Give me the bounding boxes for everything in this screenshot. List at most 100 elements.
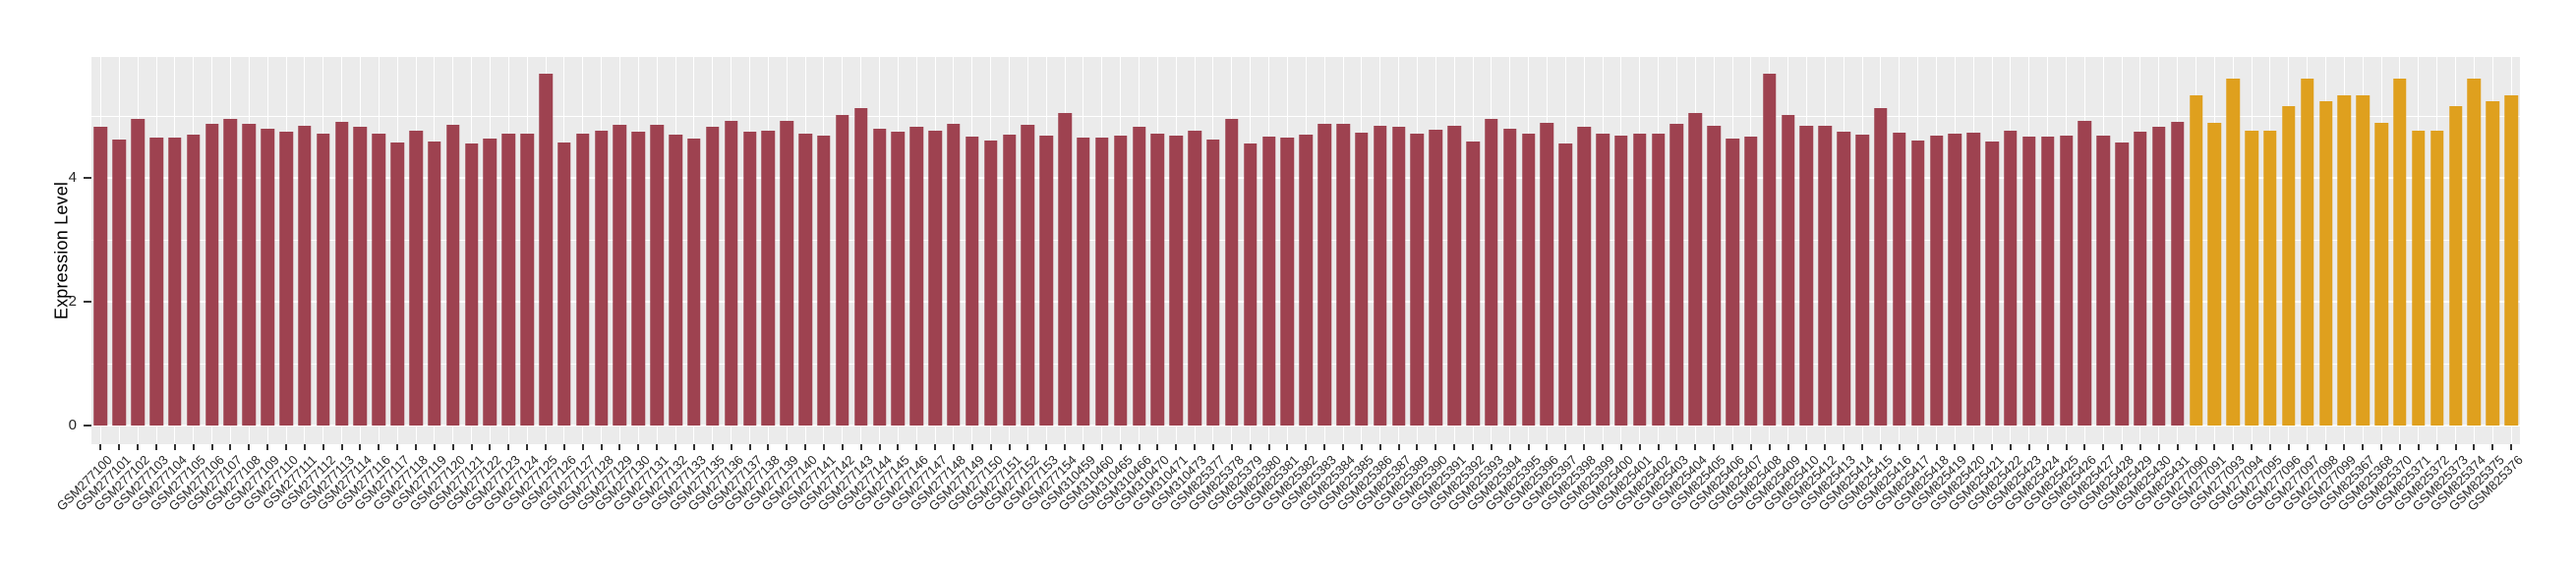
bar-GSM277143 xyxy=(853,108,868,426)
x-tick-mark xyxy=(322,444,324,450)
bar-slot-GSM825426: GSM825426 xyxy=(2038,57,2099,514)
x-tick-mark xyxy=(1156,444,1159,450)
x-tick-mark xyxy=(841,444,844,450)
bar-slot-GSM277102: GSM277102 xyxy=(91,57,152,514)
bar-slot-GSM825387: GSM825387 xyxy=(1352,57,1413,514)
bar-slot-GSM825377: GSM825377 xyxy=(1167,57,1228,514)
bar-slot-GSM277109: GSM277109 xyxy=(221,57,282,514)
bar-GSM277095 xyxy=(2263,131,2277,426)
bar-GSM825377 xyxy=(1206,139,1220,426)
x-tick-mark xyxy=(618,444,621,450)
x-tick-mark xyxy=(934,444,937,450)
x-tick-mark xyxy=(1768,444,1771,450)
bar-slot-GSM277110: GSM277110 xyxy=(240,57,301,513)
x-tick-mark xyxy=(1100,444,1103,450)
bar-GSM277113 xyxy=(334,122,349,426)
x-tick-mark xyxy=(2324,444,2327,450)
bar-slot-GSM277142: GSM277142 xyxy=(795,57,857,514)
x-tick-mark xyxy=(1026,444,1029,450)
bar-GSM825372 xyxy=(2430,131,2444,426)
bar-GSM277132 xyxy=(669,134,682,426)
bar-GSM310470 xyxy=(1150,133,1165,426)
bar-slot-GSM825394: GSM825394 xyxy=(1463,57,1525,514)
bar-GSM277151 xyxy=(1002,134,1017,426)
bar-slot-GSM277108: GSM277108 xyxy=(203,57,263,514)
x-tick-mark xyxy=(1508,444,1511,450)
x-tick-mark xyxy=(1064,444,1067,450)
bar-slot-GSM277140: GSM277140 xyxy=(759,57,820,514)
bar-slot-GSM825381: GSM825381 xyxy=(1241,57,1302,514)
bar-slot-GSM825415: GSM825415 xyxy=(1835,57,1896,514)
bar-slot-GSM277144: GSM277144 xyxy=(833,57,894,514)
x-tick-mark xyxy=(1249,444,1252,450)
x-tick-mark xyxy=(989,444,992,450)
x-tick-mark xyxy=(1175,444,1178,450)
bar-GSM825423 xyxy=(2022,136,2036,426)
bar-slot-GSM277149: GSM277149 xyxy=(926,57,987,514)
x-tick-mark xyxy=(1490,444,1493,450)
bar-slot-GSM825378: GSM825378 xyxy=(1186,57,1247,514)
bar-GSM825430 xyxy=(2152,127,2166,426)
bar-GSM825425 xyxy=(2059,135,2074,426)
bar-slot-GSM825384: GSM825384 xyxy=(1297,57,1358,514)
x-tick-mark xyxy=(822,444,825,450)
bar-GSM277121 xyxy=(464,143,479,426)
bar-GSM825431 xyxy=(2170,121,2185,426)
bar-GSM277126 xyxy=(557,142,571,426)
bar-GSM825417 xyxy=(1910,141,1925,426)
bar-slot-GSM825403: GSM825403 xyxy=(1630,57,1691,514)
x-tick-mark xyxy=(1619,444,1622,450)
bar-GSM825395 xyxy=(1521,134,1536,426)
bar-GSM277112 xyxy=(316,134,330,426)
x-tick-mark xyxy=(1991,444,1994,450)
bar-slot-GSM825431: GSM825431 xyxy=(2131,57,2193,514)
bar-GSM277118 xyxy=(409,130,423,426)
bar-GSM277125 xyxy=(539,74,553,426)
bar-slot-GSM277127: GSM277127 xyxy=(536,57,598,514)
bar-slot-GSM825392: GSM825392 xyxy=(1427,57,1488,514)
x-tick-mark xyxy=(137,444,140,450)
bar-GSM825413 xyxy=(1837,131,1850,426)
bar-GSM277107 xyxy=(223,119,238,426)
x-tick-mark xyxy=(378,444,381,450)
bar-slot-GSM825429: GSM825429 xyxy=(2094,57,2155,514)
x-tick-mark xyxy=(451,444,454,450)
bar-GSM825382 xyxy=(1299,134,1314,426)
bar-slot-GSM277125: GSM277125 xyxy=(499,57,560,514)
bar-slot-GSM310459: GSM310459 xyxy=(1037,57,1098,514)
x-tick-mark xyxy=(1546,444,1549,450)
bar-slot-GSM825414: GSM825414 xyxy=(1816,57,1877,514)
x-tick-mark xyxy=(1824,444,1827,450)
x-tick-mark xyxy=(2157,444,2160,450)
bar-slot-GSM825368: GSM825368 xyxy=(2335,57,2396,514)
bar-slot-GSM277129: GSM277129 xyxy=(573,57,634,514)
bar-GSM825428 xyxy=(2115,142,2129,426)
bar-GSM825389 xyxy=(1410,133,1425,426)
x-tick-mark xyxy=(396,444,399,450)
bar-slot-GSM277154: GSM277154 xyxy=(1019,57,1080,514)
bar-slot-GSM825393: GSM825393 xyxy=(1445,57,1506,514)
x-tick-mark xyxy=(2083,444,2086,450)
x-tick-mark xyxy=(1119,444,1122,450)
y-tick-mark-2 xyxy=(84,301,91,303)
bar-GSM825373 xyxy=(2448,105,2463,426)
y-tick-label-2: 2 xyxy=(68,293,77,310)
bar-slot-GSM825412: GSM825412 xyxy=(1779,57,1840,514)
bar-slot-GSM277133: GSM277133 xyxy=(648,57,709,514)
x-tick-mark xyxy=(2009,444,2012,450)
bar-GSM825416 xyxy=(1893,133,1906,426)
x-tick-mark xyxy=(489,444,492,450)
bar-slot-GSM277151: GSM277151 xyxy=(963,57,1024,514)
bar-GSM277111 xyxy=(298,126,312,426)
x-tick-mark xyxy=(1305,444,1308,450)
x-tick-mark xyxy=(2251,444,2254,450)
bar-slot-GSM277153: GSM277153 xyxy=(1000,57,1061,514)
bar-slot-GSM825404: GSM825404 xyxy=(1649,57,1710,514)
bar-slot-GSM277100: GSM277100 xyxy=(54,57,115,514)
bar-slot-GSM825427: GSM825427 xyxy=(2057,57,2118,514)
bar-slot-GSM277101: GSM277101 xyxy=(73,57,134,514)
bar-GSM277133 xyxy=(687,139,701,426)
bar-GSM277094 xyxy=(2245,131,2258,426)
x-tick-mark xyxy=(192,444,195,450)
bar-slot-GSM277132: GSM277132 xyxy=(629,57,690,514)
